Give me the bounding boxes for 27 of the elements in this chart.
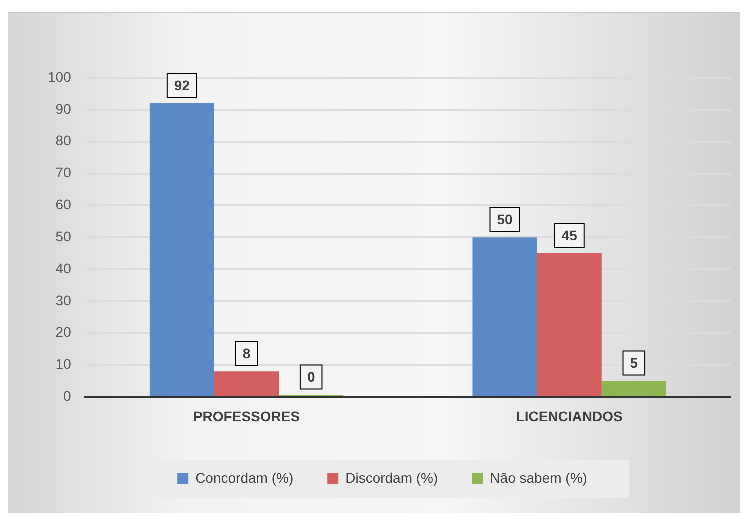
data-label: 0 xyxy=(307,369,316,386)
y-tick-label: 40 xyxy=(56,260,72,276)
data-label: 8 xyxy=(242,346,251,362)
data-label: 45 xyxy=(562,227,578,244)
legend-label: Não sabem (%) xyxy=(490,470,588,486)
legend-label: Discordam (%) xyxy=(346,470,438,486)
bar xyxy=(472,238,538,396)
bar xyxy=(150,104,214,396)
x-tick-label: LICENCIANDOS xyxy=(516,408,623,424)
data-label: 92 xyxy=(174,77,190,94)
legend-label: Concordam (%) xyxy=(196,470,294,486)
y-tick-label: 0 xyxy=(64,388,72,404)
bar xyxy=(214,372,280,396)
y-tick-label: 50 xyxy=(56,228,72,244)
data-label: 5 xyxy=(630,355,638,372)
data-label: 50 xyxy=(497,211,514,228)
y-tick-label: 90 xyxy=(56,100,72,117)
y-tick-label: 80 xyxy=(56,132,72,149)
bar xyxy=(602,381,666,396)
x-tick-label: PROFESSORES xyxy=(193,408,300,424)
y-tick-label: 100 xyxy=(48,68,72,85)
bar xyxy=(537,254,602,396)
y-tick-label: 20 xyxy=(56,324,72,340)
y-tick-label: 70 xyxy=(56,164,72,181)
y-tick-label: 30 xyxy=(56,292,72,308)
y-tick-label: 10 xyxy=(56,356,72,372)
y-tick-label: 60 xyxy=(56,196,72,213)
